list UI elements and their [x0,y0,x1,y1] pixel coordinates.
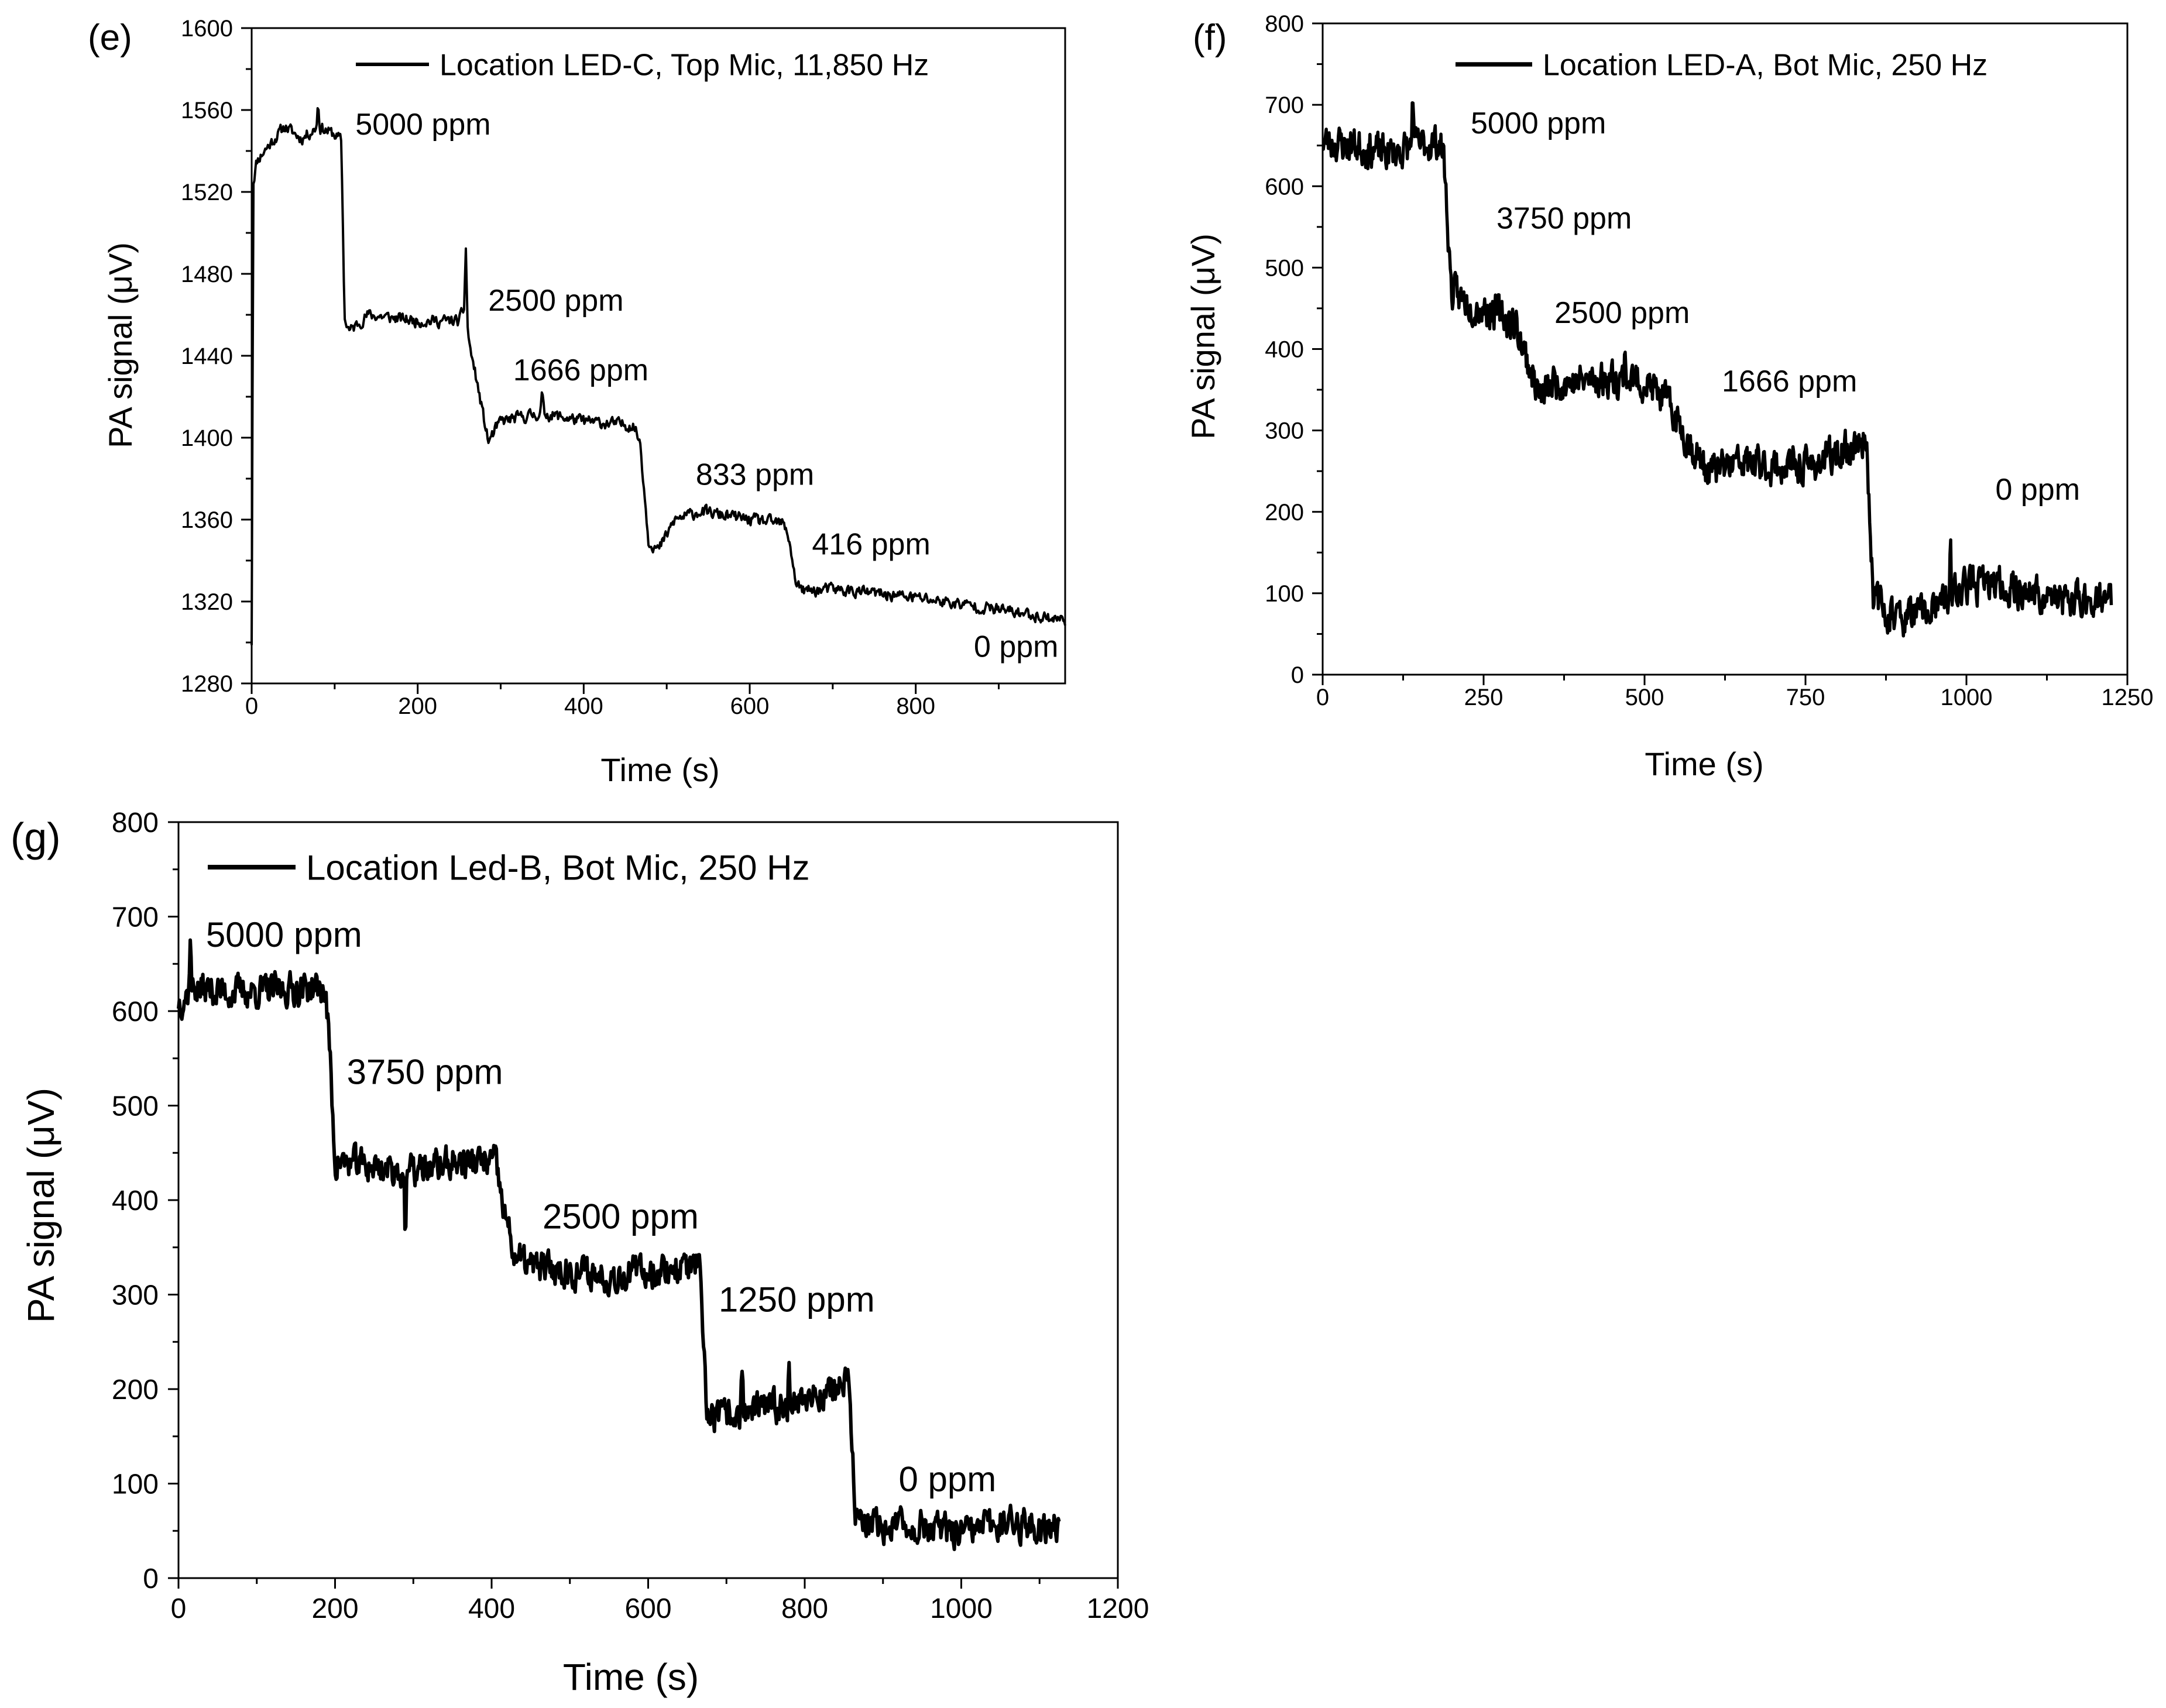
y-tick-label: 1360 [181,507,233,533]
y-tick-label: 1320 [181,589,233,615]
x-tick-label: 1200 [1087,1593,1149,1624]
x-tick-label: 600 [730,693,770,719]
concentration-annotation: 3750 ppm [1496,202,1632,236]
legend-label: Location LED-C, Top Mic, 11,850 Hz [440,49,929,83]
y-tick-label: 1440 [181,343,233,369]
concentration-annotation: 0 ppm [899,1459,997,1499]
y-tick-label: 1480 [181,262,233,287]
panel-label: (e) [88,18,132,58]
y-tick-label: 300 [112,1280,159,1311]
x-axis-title: Time (s) [1645,745,1763,782]
y-tick-label: 500 [1265,255,1304,281]
chart-panel-f: (f) 0 250 500 750 1000 1250 0 100 200 300 400 500 60… [1185,11,2153,782]
x-tick-label: 800 [781,1593,828,1624]
x-tick-label: 1250 [2102,685,2154,710]
x-tick-label: 800 [896,693,935,719]
y-tick-label: 100 [112,1469,159,1500]
x-tick-label: 0 [245,693,258,719]
concentration-annotation: 2500 ppm [1554,296,1690,330]
y-tick-label: 1400 [181,425,233,451]
concentration-annotation: 2500 ppm [488,284,623,318]
concentration-annotation: 5000 ppm [1471,106,1606,140]
y-tick-label: 1520 [181,180,233,205]
x-tick-label: 0 [1316,685,1329,710]
y-tick-label: 600 [1265,174,1304,200]
x-tick-label: 1000 [930,1593,993,1624]
x-tick-label: 1000 [1941,685,1993,710]
panel-label: (g) [11,815,61,860]
series-line [1321,101,2113,638]
plot-area: 0 200 400 600 800 1000 1200 0 100 200 300 400 500 600… [112,807,1149,1624]
plot-area: 0 250 500 750 1000 1250 0 100 200 300 400 500 600 700… [1265,11,2153,710]
y-tick-label: 0 [143,1563,159,1594]
y-axis-title: PA signal (μV) [1185,233,1221,439]
x-tick-label: 400 [564,693,603,719]
y-tick-label: 1600 [181,16,233,42]
y-tick-label: 400 [112,1185,159,1216]
series-line [177,938,1061,1551]
y-tick-label: 500 [112,1091,159,1122]
y-tick-label: 700 [112,902,159,933]
concentration-annotation: 416 ppm [812,528,930,562]
chart-panel-g: (g) 0 200 400 600 800 1000 1200 0 100 200 300 400 50… [11,807,1149,1698]
panel-label: (f) [1193,18,1227,58]
y-tick-label: 1560 [181,98,233,123]
y-tick-label: 600 [112,996,159,1027]
concentration-annotation: 0 ppm [974,630,1059,664]
x-tick-label: 250 [1464,685,1504,710]
chart-panel-e: (e) 0 200 400 600 800 1280 1320 1360 1400 1440 148… [88,16,1066,788]
y-tick-label: 700 [1265,92,1304,118]
legend-label: Location LED-A, Bot Mic, 250 Hz [1543,49,1987,83]
y-axis-title: PA signal (μV) [20,1088,62,1323]
concentration-annotation: 1666 ppm [1722,365,1857,398]
concentration-annotation: 833 ppm [696,458,814,492]
x-tick-label: 500 [1625,685,1664,710]
y-tick-label: 800 [1265,11,1304,37]
y-tick-label: 100 [1265,581,1304,607]
y-tick-label: 300 [1265,418,1304,444]
y-tick-label: 200 [112,1374,159,1405]
plot-area: 0 200 400 600 800 1280 1320 1360 1400 1440 1480 152… [181,16,1066,719]
y-axis-title: PA signal (μV) [102,242,139,448]
y-tick-label: 1280 [181,671,233,697]
y-tick-label: 200 [1265,500,1304,525]
concentration-annotation: 2500 ppm [543,1197,699,1236]
concentration-annotation: 1250 ppm [719,1280,875,1319]
x-tick-label: 750 [1786,685,1825,710]
x-tick-label: 200 [311,1593,358,1624]
series-line [250,107,1066,645]
concentration-annotation: 1666 ppm [513,353,648,387]
x-axis-title: Time (s) [563,1656,699,1698]
concentration-annotation: 5000 ppm [355,108,490,142]
concentration-annotation: 0 ppm [1996,473,2081,507]
legend-label: Location Led-B, Bot Mic, 250 Hz [306,848,809,888]
y-tick-label: 800 [112,807,159,838]
x-tick-label: 200 [398,693,437,719]
concentration-annotation: 3750 ppm [347,1052,503,1091]
x-tick-label: 600 [624,1593,671,1624]
y-tick-label: 0 [1291,662,1304,688]
y-tick-label: 400 [1265,337,1304,363]
x-tick-label: 400 [468,1593,515,1624]
concentration-annotation: 5000 ppm [206,915,362,954]
x-axis-title: Time (s) [600,751,719,788]
x-tick-label: 0 [171,1593,187,1624]
